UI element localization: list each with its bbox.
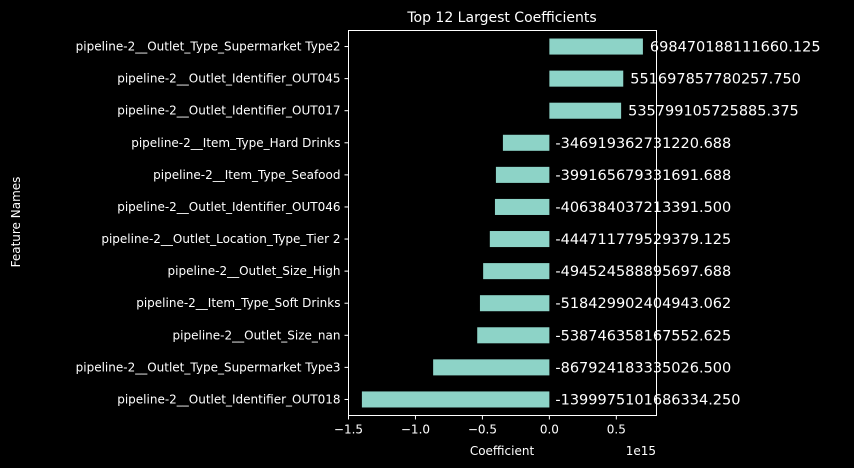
y-tick-label: pipeline-2__Outlet_Identifier_OUT018 [117, 392, 340, 406]
bar [479, 295, 550, 312]
bar [489, 231, 550, 248]
data-label: -518429902404943.062 [555, 296, 731, 312]
data-label: -346919362731220.688 [555, 136, 731, 152]
y-tick-label: pipeline-2__Item_Type_Soft Drinks [136, 296, 340, 310]
y-tick-label: pipeline-2__Outlet_Identifier_OUT045 [117, 72, 340, 86]
y-tick-label: pipeline-2__Outlet_Size_nan [173, 328, 341, 342]
y-tick-label: pipeline-2__Outlet_Size_High [168, 264, 341, 278]
plot-frame [348, 30, 657, 416]
y-tick-label: pipeline-2__Outlet_Type_Supermarket Type… [76, 360, 341, 374]
bar [433, 359, 550, 376]
y-tick-label: pipeline-2__Outlet_Identifier_OUT046 [117, 200, 340, 214]
chart-title: Top 12 Largest Coefficients [406, 10, 596, 26]
x-tick-label: −1.5 [334, 423, 363, 437]
x-axis-label: Coefficient [470, 444, 535, 458]
bars-group [361, 38, 643, 408]
data-label: -538746358167552.625 [555, 328, 731, 344]
x-tick-label: 0.0 [540, 423, 559, 437]
data-label: 698470188111660.125 [650, 40, 821, 56]
category-labels: pipeline-2__Outlet_Type_Supermarket Type… [76, 40, 349, 406]
bar [549, 38, 643, 55]
bar [549, 70, 624, 87]
y-tick-label: pipeline-2__Outlet_Identifier_OUT017 [117, 104, 340, 118]
x-ticks: −1.5 −1.0 −0.5 0.0 0.5 [334, 415, 626, 437]
x-tick-label: −0.5 [468, 423, 497, 437]
y-axis-label: Feature Names [9, 177, 23, 268]
bar [477, 327, 550, 344]
data-labels: 698470188111660.125 551697857780257.750 53… [555, 40, 820, 409]
bar [494, 198, 550, 215]
bar [495, 166, 550, 183]
y-tick-label: pipeline-2__Item_Type_Hard Drinks [131, 136, 340, 150]
data-label: -867924183335026.500 [555, 360, 731, 376]
bar [502, 134, 550, 151]
data-label: -406384037213391.500 [555, 200, 731, 216]
x-tick-label: 0.5 [607, 423, 626, 437]
data-label: -494524588895697.688 [555, 264, 731, 280]
bar [549, 102, 622, 119]
data-label: 551697857780257.750 [630, 72, 801, 88]
data-label: 535799105725885.375 [628, 104, 799, 120]
x-tick-label: −1.0 [401, 423, 430, 437]
data-label: -444711779529379.125 [555, 232, 731, 248]
bar [361, 391, 550, 408]
bar [483, 263, 550, 280]
data-label: -399165679331691.688 [555, 168, 731, 184]
y-tick-label: pipeline-2__Outlet_Type_Supermarket Type… [76, 40, 341, 54]
x-scale-label: 1e15 [626, 444, 656, 458]
data-label: -1399975101686334.250 [555, 392, 740, 408]
y-tick-label: pipeline-2__Item_Type_Seafood [153, 168, 340, 182]
y-tick-label: pipeline-2__Outlet_Location_Type_Tier 2 [101, 232, 340, 246]
